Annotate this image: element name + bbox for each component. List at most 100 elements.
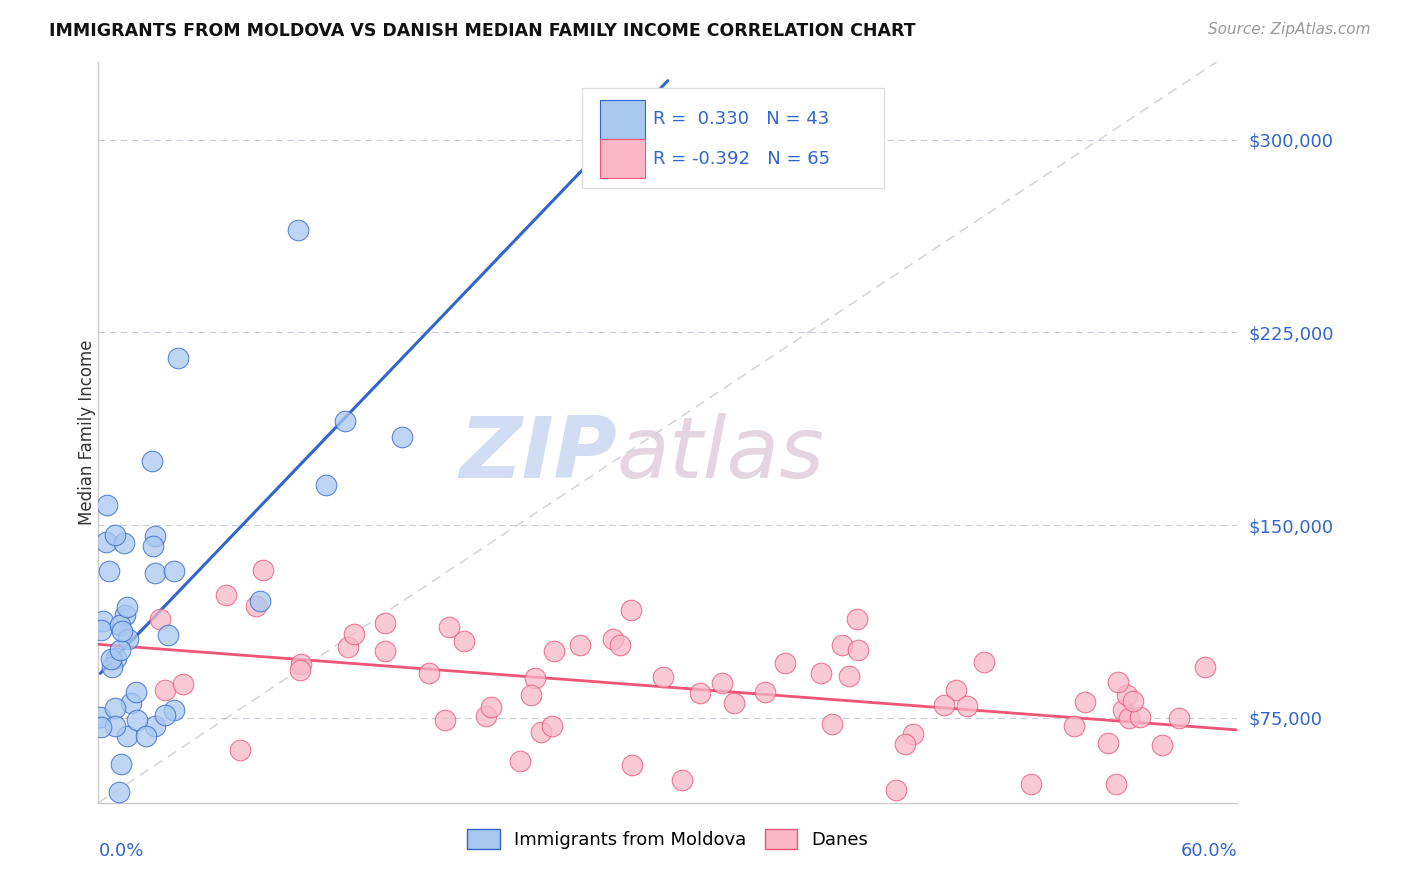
Point [120,696,142,710]
Point [163,564,186,578]
Point [453,634,475,648]
Point [290,657,312,672]
Point [100,652,122,666]
Point [723,696,745,710]
Point [689,685,711,699]
Point [145,566,167,581]
Point [481,700,503,714]
Point [391,430,413,444]
Point [846,612,869,626]
Point [315,478,337,492]
Point [543,644,565,658]
Text: IMMIGRANTS FROM MOLDOVA VS DANISH MEDIAN FAMILY INCOME CORRELATION CHART: IMMIGRANTS FROM MOLDOVA VS DANISH MEDIAN… [49,22,915,40]
Point [945,683,967,698]
Text: R = -0.392   N = 65: R = -0.392 N = 65 [652,150,830,168]
Point [96,534,118,549]
Point [609,638,631,652]
Point [125,685,148,699]
Text: ZIP: ZIP [458,413,617,496]
Text: Source: ZipAtlas.com: Source: ZipAtlas.com [1208,22,1371,37]
Point [1112,703,1135,717]
Point [98,565,121,579]
Point [287,222,309,236]
Point [973,655,995,669]
Point [229,743,252,757]
Point [894,737,917,751]
Point [100,660,122,674]
Point [1063,719,1085,733]
Point [520,688,543,702]
Point [117,632,139,646]
Text: R =  0.330   N = 43: R = 0.330 N = 43 [652,111,830,128]
Point [245,599,267,613]
Point [1105,777,1128,791]
Point [90,720,112,734]
Point [89,624,111,638]
Point [342,627,364,641]
FancyBboxPatch shape [599,139,645,178]
Point [114,607,136,622]
Point [621,757,644,772]
Point [252,563,274,577]
Point [821,717,844,731]
Point [773,657,796,671]
Point [956,698,979,713]
Point [112,536,135,550]
Point [153,682,176,697]
Point [108,617,131,632]
Point [831,638,853,652]
Point [1097,736,1119,750]
Point [145,719,167,733]
Point [754,685,776,699]
Point [418,665,440,680]
Point [901,727,924,741]
Point [602,632,624,646]
Point [882,811,904,825]
Point [439,620,461,634]
Point [141,454,163,468]
Point [1019,776,1042,790]
Point [153,707,176,722]
Point [215,588,238,602]
Point [1115,688,1137,702]
Point [104,719,127,733]
Point [135,729,157,743]
Point [524,671,547,685]
Point [110,757,132,772]
FancyBboxPatch shape [582,88,884,188]
Point [104,528,127,542]
Point [838,669,860,683]
Point [509,754,531,768]
Point [671,773,693,788]
Point [115,600,138,615]
Point [1167,711,1189,725]
Point [374,616,396,631]
FancyBboxPatch shape [599,100,645,138]
Point [149,612,172,626]
Point [710,675,733,690]
Point [142,539,165,553]
Point [810,666,832,681]
Point [157,628,180,642]
Point [89,710,111,724]
Point [846,643,869,657]
Point [620,603,643,617]
Point [335,414,357,428]
Point [884,783,907,797]
Point [143,529,166,543]
Point [96,499,118,513]
Point [115,729,138,743]
Point [569,638,592,652]
Text: 60.0%: 60.0% [1181,842,1237,860]
Point [104,700,127,714]
Point [125,713,148,727]
Point [1074,695,1097,709]
Point [105,651,128,665]
Point [1129,710,1152,724]
Point [530,724,553,739]
Point [434,714,457,728]
Point [541,719,564,733]
Point [1107,674,1129,689]
Point [1122,694,1144,708]
Point [288,663,311,677]
